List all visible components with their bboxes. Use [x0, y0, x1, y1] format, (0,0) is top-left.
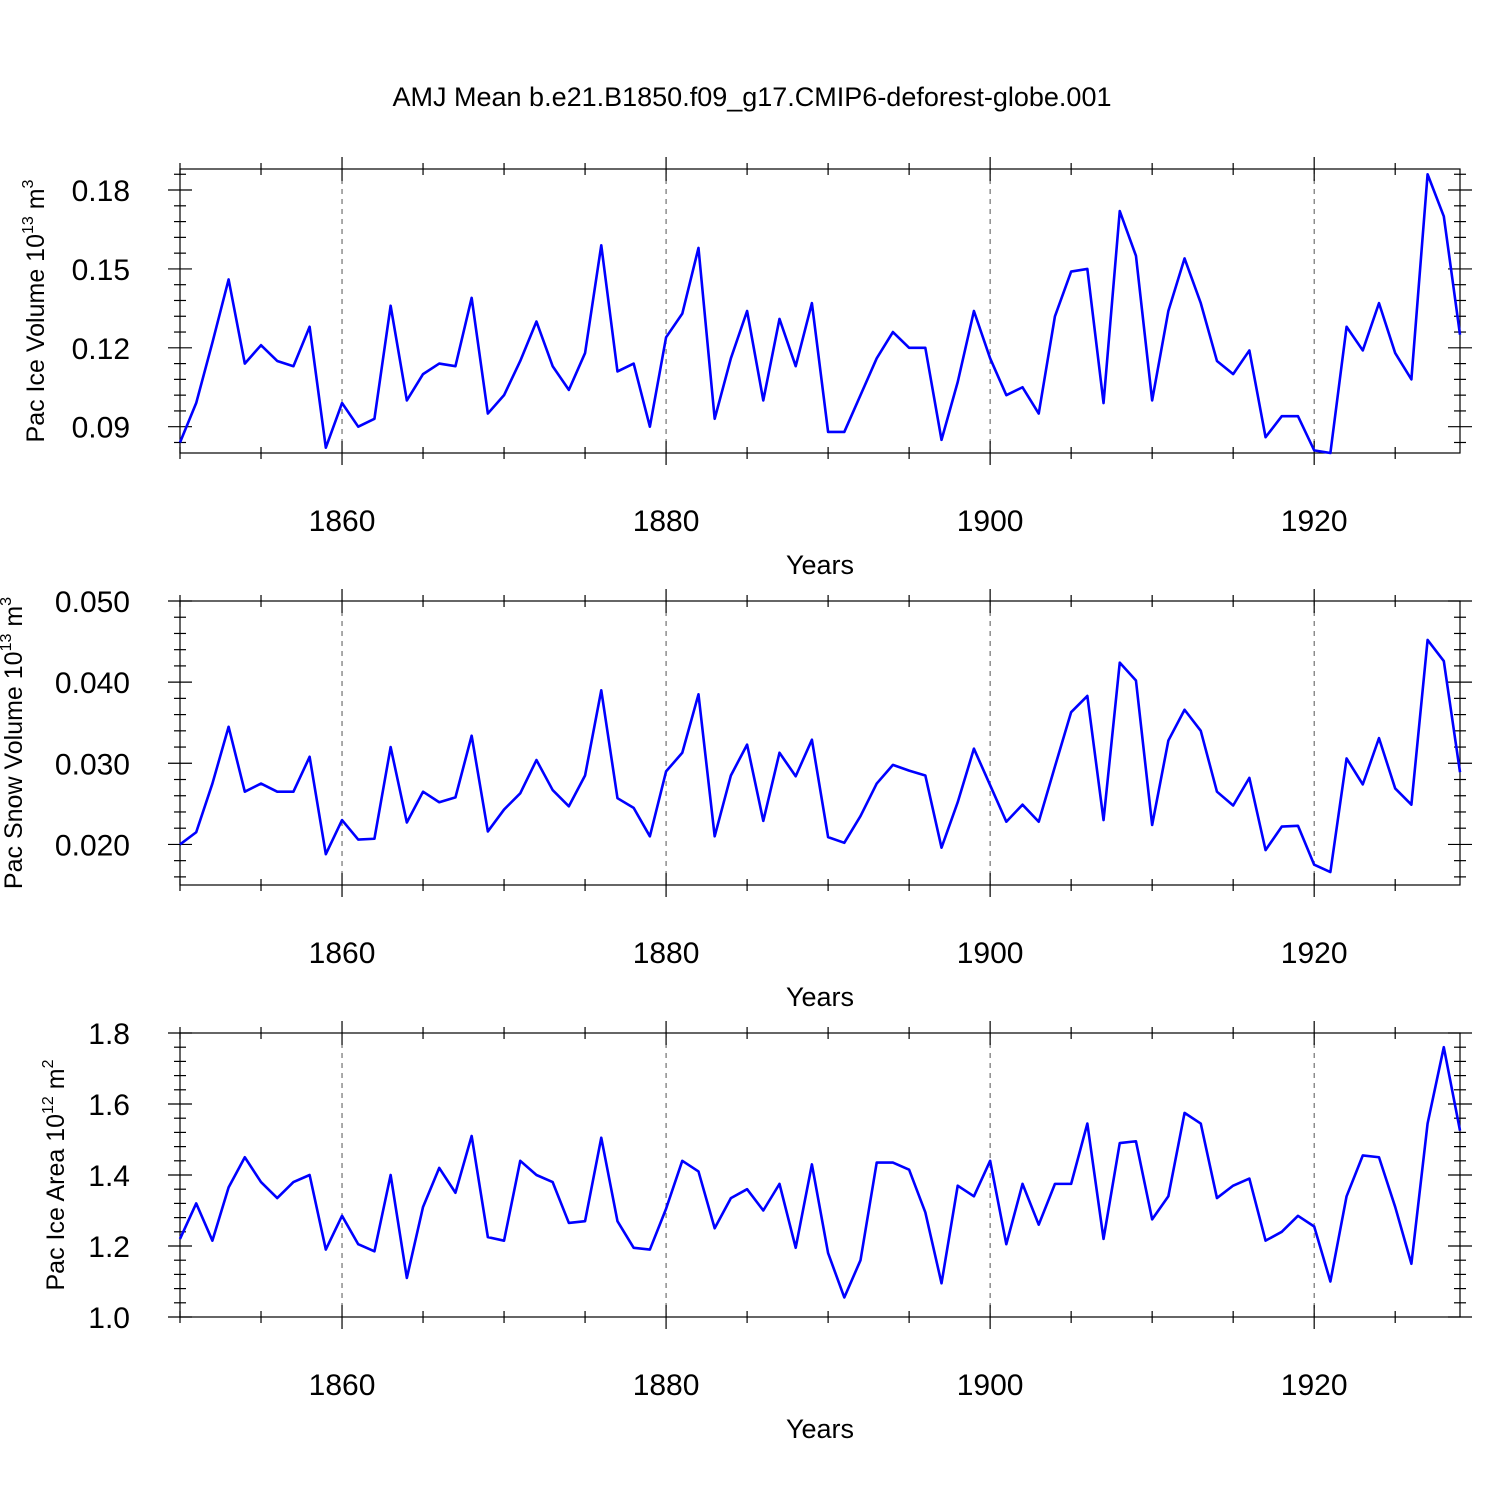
data-series-line — [179, 638, 1462, 874]
x-tick-label: 1860 — [309, 505, 376, 538]
y-tick-label: 0.030 — [55, 748, 130, 781]
y-axis-title: Pac Snow Volume 1013 m3 — [0, 597, 28, 889]
y-tick-label: 1.0 — [88, 1302, 130, 1335]
data-series-line — [178, 1045, 1462, 1299]
x-tick-label: 1900 — [957, 505, 1024, 538]
figure-title: AMJ Mean b.e21.B1850.f09_g17.CMIP6-defor… — [393, 82, 1112, 112]
y-tick-label: 1.2 — [88, 1231, 130, 1264]
y-tick-label: 0.020 — [55, 829, 130, 862]
y-tick-label: 0.12 — [72, 333, 130, 366]
x-tick-label: 1880 — [633, 1369, 700, 1402]
y-axis-title: Pac Ice Area 1012 m2 — [40, 1059, 70, 1290]
y-tick-label: 1.8 — [88, 1018, 130, 1051]
panel-1: 1860 1880 1900 1920 Years 0.09 0.12 0.15 0.18 Pac… — [20, 157, 1472, 580]
y-tick-label: 1.6 — [88, 1089, 130, 1122]
data-series-line — [178, 172, 1462, 455]
plot-frame — [179, 1032, 1461, 1318]
x-tick-label: 1900 — [957, 937, 1024, 970]
panel-2: 1860 1880 1900 1920 Years 0.020 0.030 0.040 0.05… — [0, 586, 1472, 1012]
plot-frame — [179, 600, 1461, 886]
y-tick-label: 0.18 — [72, 175, 130, 208]
y-tick-label: 0.15 — [72, 254, 130, 287]
x-tick-label: 1880 — [633, 505, 700, 538]
x-tick-label: 1920 — [1281, 937, 1348, 970]
y-axis-title: Pac Ice Volume 1013 m3 — [20, 179, 50, 442]
y-tick-label: 0.040 — [55, 667, 130, 700]
x-tick-label: 1860 — [309, 937, 376, 970]
x-axis-title: Years — [786, 550, 854, 580]
y-tick-label: 0.050 — [55, 586, 130, 619]
x-axis-title: Years — [786, 982, 854, 1012]
plot-frame — [179, 168, 1461, 454]
x-tick-label: 1860 — [309, 1369, 376, 1402]
x-tick-label: 1900 — [957, 1369, 1024, 1402]
y-tick-label: 0.09 — [72, 412, 130, 445]
x-axis-title: Years — [786, 1414, 854, 1444]
x-tick-label: 1920 — [1281, 505, 1348, 538]
y-tick-label: 1.4 — [88, 1160, 130, 1193]
x-tick-label: 1920 — [1281, 1369, 1348, 1402]
x-tick-label: 1880 — [633, 937, 700, 970]
panel-3: 1860 1880 1900 1920 Years 1.0 1.2 1.4 1.6 1.8 Pac … — [40, 1018, 1472, 1444]
